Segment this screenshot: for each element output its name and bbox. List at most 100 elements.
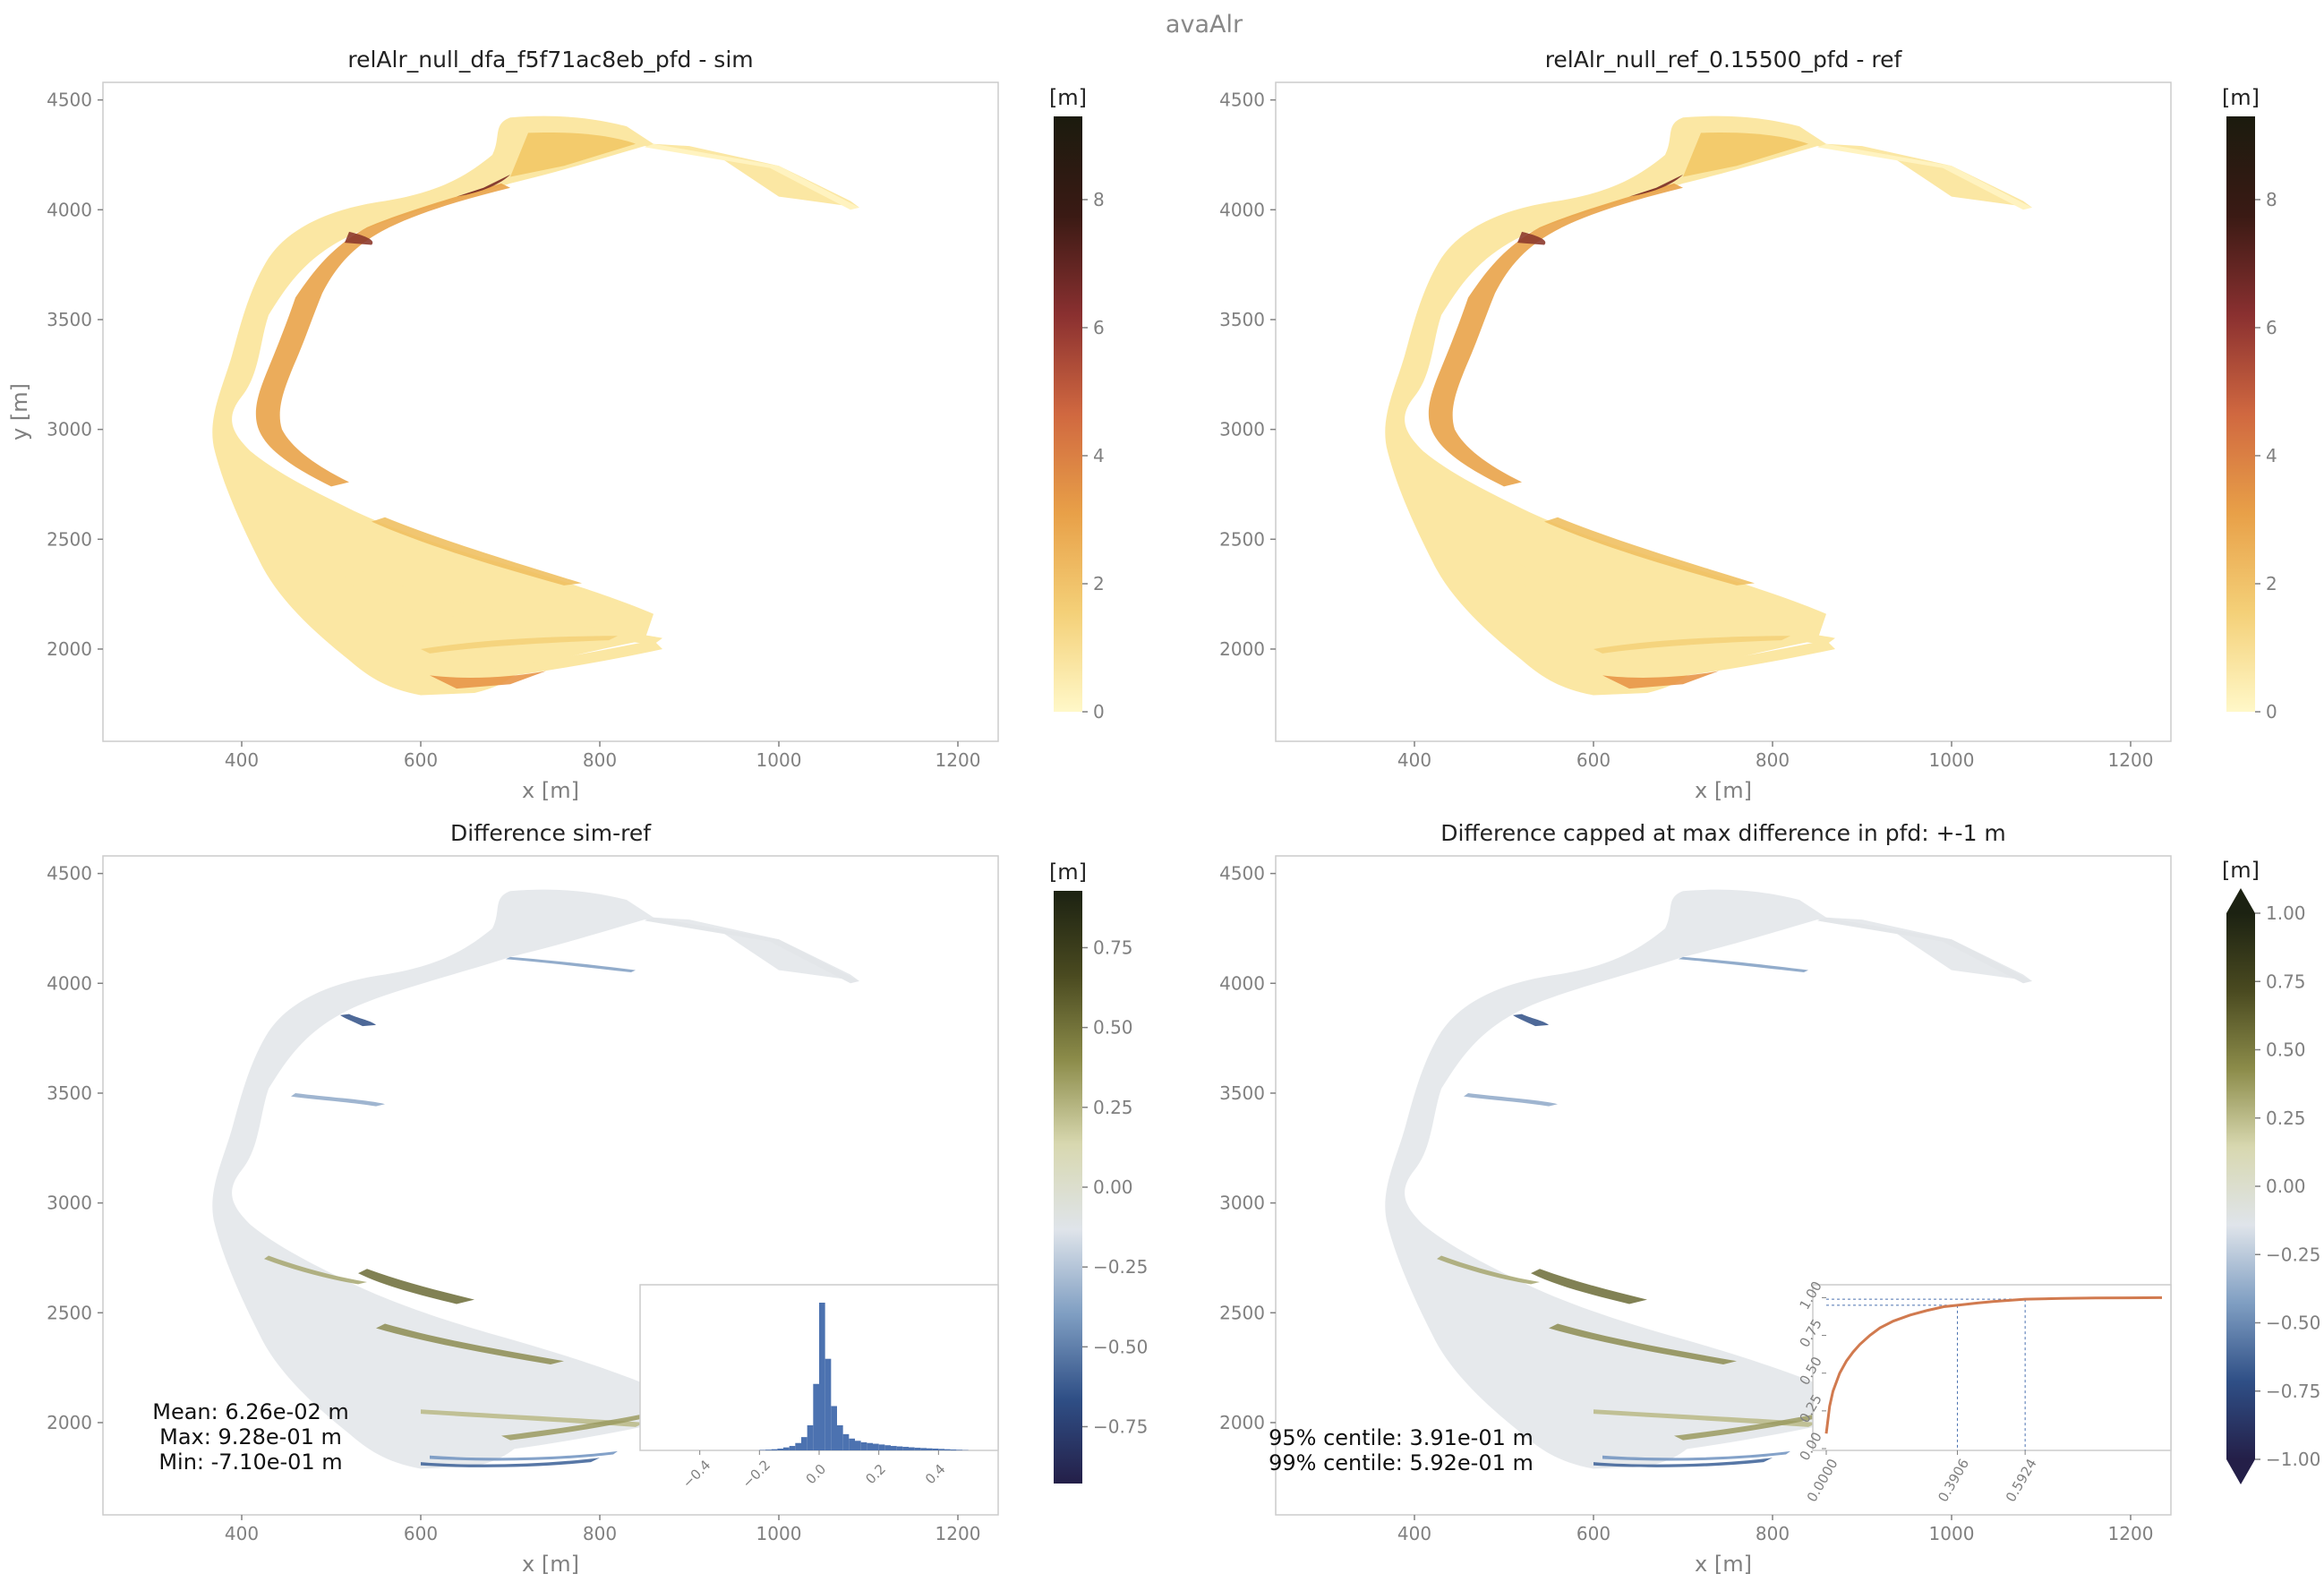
x-tick-label: 800	[1756, 749, 1790, 771]
colorbar-unit: [m]	[2222, 85, 2260, 110]
colorbar-tick-label: 0.25	[1093, 1097, 1133, 1118]
flow-band-1	[510, 132, 636, 177]
histogram-bar	[956, 1449, 962, 1450]
colorbar: [m] 0 2 4 6 8	[2222, 85, 2277, 723]
colorbar-extend-min	[2226, 1459, 2255, 1484]
flow-band-2	[1428, 183, 1683, 487]
colorbar-tick-label: 8	[2266, 189, 2277, 210]
x-tick-label: 1000	[1929, 749, 1975, 771]
x-axis-label: x [m]	[1695, 778, 1752, 803]
histogram-bar	[855, 1441, 861, 1450]
diff-band-3	[376, 1323, 564, 1364]
flow-band-5	[372, 517, 582, 586]
colorbar-tick-label: 2	[2266, 573, 2277, 594]
heatmap-field	[1385, 115, 2032, 696]
runout-tail	[645, 143, 859, 210]
diff-band-2	[1593, 1409, 1817, 1427]
colorbar-gradient	[2226, 913, 2255, 1459]
y-tick-label: 4500	[47, 863, 92, 885]
histogram-bar	[783, 1447, 790, 1450]
histogram-bar	[813, 1383, 819, 1450]
diff-band-5	[1602, 1450, 1790, 1461]
y-tick-label: 3000	[47, 1193, 92, 1214]
panel-3: Difference sim-ref 400 600 800 1000 1200 2000 2…	[47, 820, 1148, 1577]
y-tick-label: 4000	[47, 199, 92, 220]
histogram-bar	[884, 1445, 891, 1450]
histogram-bar	[842, 1433, 850, 1450]
panel-2: relAlr_null_ref_0.15500_pfd - ref 400 600 8…	[1219, 47, 2277, 803]
colorbar-tick-label: −0.25	[1093, 1256, 1148, 1278]
histogram-bar	[927, 1448, 933, 1450]
colorbar-tick-label: 0.25	[2266, 1107, 2306, 1129]
x-tick-label: 1200	[936, 749, 981, 771]
histogram-bar	[819, 1303, 825, 1450]
x-tick-label: 400	[225, 1523, 259, 1544]
stat-annotation: 99% centile: 5.92e-01 m	[1269, 1450, 1534, 1475]
diff-band-8	[501, 1414, 654, 1441]
histogram-bar	[789, 1446, 796, 1450]
diff-band-4	[1593, 1458, 1773, 1467]
heatmap-field	[1385, 889, 2032, 1469]
stat-annotation: 95% centile: 3.91e-01 m	[1269, 1425, 1534, 1450]
y-tick-label: 2000	[47, 1412, 92, 1433]
colorbar-tick-label: 0.50	[2266, 1039, 2306, 1061]
colorbar-tick-label: 2	[1093, 573, 1105, 594]
flow-band-1	[1683, 132, 1808, 177]
colorbar: [m] 0 2 4 6 8	[1049, 85, 1105, 723]
y-tick-label: 3500	[1219, 1082, 1265, 1104]
y-tick-label: 2500	[47, 1302, 92, 1323]
x-tick-label: 1000	[756, 1523, 802, 1544]
runout-tail	[645, 917, 859, 984]
inset-frame	[1812, 1284, 2172, 1451]
flow-band-6	[1602, 671, 1719, 689]
y-tick-label: 2000	[1219, 1412, 1265, 1433]
y-tick-label: 2000	[47, 638, 92, 660]
x-tick-label: 600	[1576, 749, 1611, 771]
y-axis-label: y [m]	[7, 383, 32, 440]
flow-band-5	[1544, 517, 1755, 586]
x-tick-label: 1000	[756, 749, 802, 771]
colorbar-tick-label: 1.00	[2266, 902, 2306, 924]
colorbar-gradient	[1054, 116, 1082, 712]
histogram-bar	[878, 1444, 885, 1450]
figure-suptitle: avaAlr	[1166, 11, 1243, 38]
diff-band-10	[1679, 956, 1808, 973]
colorbar-tick-label: −1.00	[2266, 1449, 2320, 1470]
y-tick-label: 4000	[47, 972, 92, 994]
panel-1: relAlr_null_dfa_f5f71ac8eb_pfd - sim 400 6…	[7, 47, 1105, 803]
panel-title: Difference capped at max difference in p…	[1440, 820, 2006, 846]
colorbar-tick-label: −0.50	[1093, 1336, 1148, 1357]
diff-band-7	[291, 1092, 385, 1107]
y-tick-label: 4000	[1219, 199, 1265, 220]
diff-band-9	[264, 1255, 367, 1285]
colorbar-unit: [m]	[2222, 858, 2260, 883]
x-tick-label: 400	[225, 749, 259, 771]
histogram-bar	[849, 1438, 855, 1450]
histogram-bar	[795, 1442, 801, 1450]
histogram-bar	[867, 1442, 873, 1450]
x-axis-label: x [m]	[1695, 1552, 1752, 1577]
diff-band-7	[1464, 1092, 1558, 1107]
histogram-bar	[950, 1449, 957, 1450]
x-tick-label: 1000	[1929, 1523, 1975, 1544]
histogram-bar	[765, 1449, 772, 1450]
x-tick-label: 1200	[2108, 749, 2154, 771]
panel-title: relAlr_null_ref_0.15500_pfd - ref	[1545, 47, 1903, 73]
diff-band-5	[430, 1450, 618, 1461]
diff-band-3	[1549, 1323, 1737, 1364]
y-tick-label: 3500	[47, 1082, 92, 1104]
diff-band-10	[506, 956, 636, 973]
diff-band-6	[1513, 1013, 1549, 1027]
runout-tail	[1817, 917, 2032, 984]
y-tick-label: 3000	[1219, 419, 1265, 440]
histogram-bar	[837, 1424, 843, 1450]
histogram-bar	[902, 1447, 909, 1450]
x-tick-label: 800	[583, 1523, 617, 1544]
stat-annotation: Mean: 6.26e-02 m	[152, 1399, 349, 1424]
colorbar-tick-label: 0.50	[1093, 1017, 1133, 1039]
flow-band-3	[1517, 231, 1546, 245]
histogram-bar	[938, 1449, 944, 1450]
colorbar-unit: [m]	[1049, 85, 1087, 110]
panel-title: relAlr_null_dfa_f5f71ac8eb_pfd - sim	[347, 47, 753, 73]
flow-band-7	[421, 636, 618, 654]
